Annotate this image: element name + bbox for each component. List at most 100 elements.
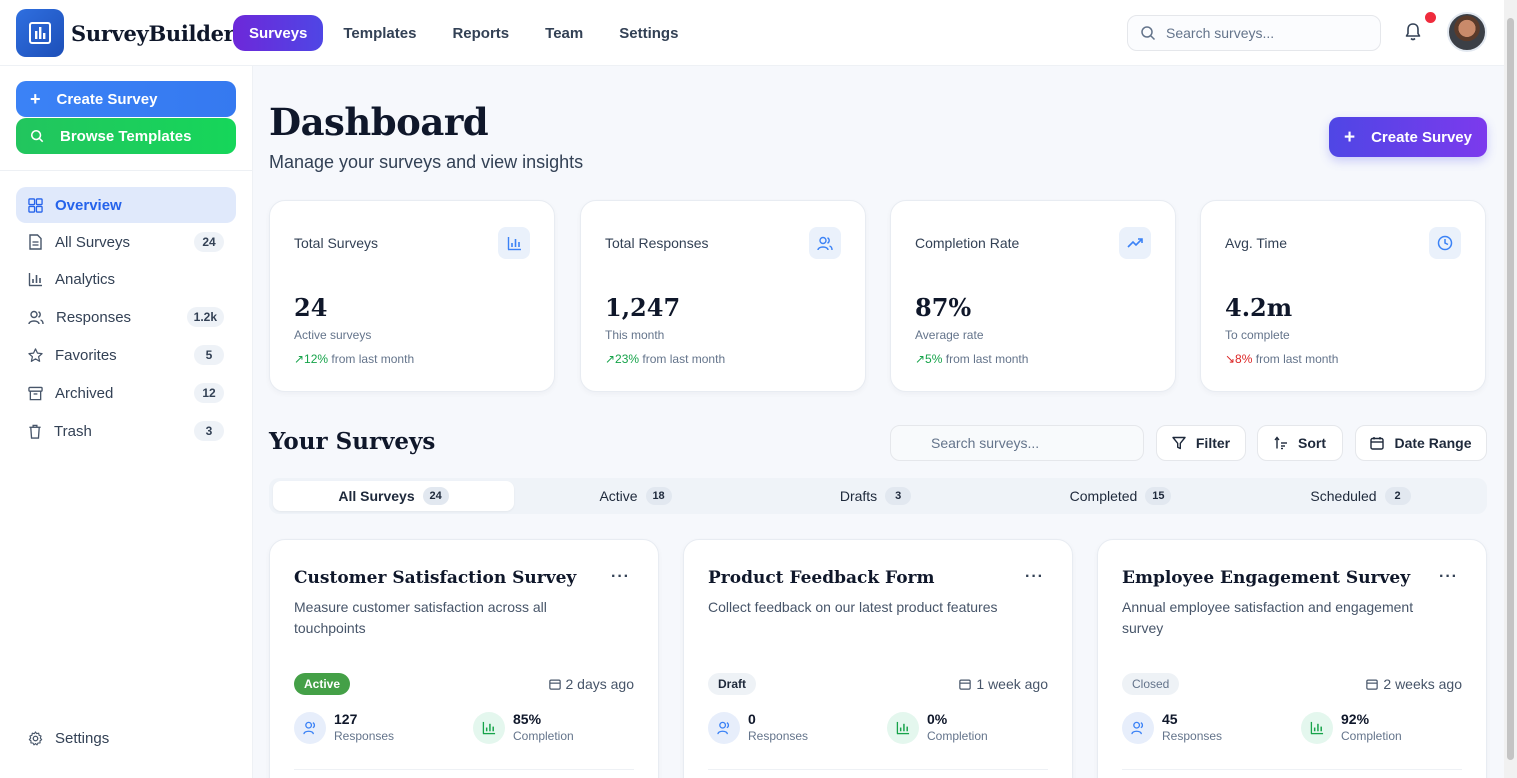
more-options-icon[interactable]: ··· [611, 568, 630, 585]
stat-value: 87% [915, 293, 972, 322]
sidebar-item-all-surveys[interactable]: All Surveys 24 [16, 224, 236, 260]
filter-icon [1172, 436, 1186, 450]
calendar-icon [1366, 679, 1379, 690]
trend-text: from last month [642, 352, 726, 366]
plus-icon: + [1343, 126, 1356, 148]
sidebar: + Create Survey Browse Templates Overvie… [0, 66, 253, 778]
search-icon [30, 129, 44, 143]
bar-chart-icon [1301, 711, 1333, 744]
more-options-icon[interactable]: ··· [1025, 568, 1044, 585]
status-badge: Closed [1122, 673, 1180, 695]
survey-card-description: Measure customer satisfaction across all… [294, 599, 547, 636]
survey-search[interactable] [890, 425, 1144, 461]
main-nav: Surveys Templates Reports Team Settings [233, 15, 698, 51]
date-text: 2 weeks ago [1383, 676, 1462, 692]
sort-button[interactable]: Sort [1257, 425, 1343, 461]
more-options-icon[interactable]: ··· [1439, 568, 1458, 585]
tab-drafts[interactable]: Drafts 3 [757, 481, 994, 511]
top-search-input[interactable] [1166, 25, 1366, 41]
create-survey-button[interactable]: + Create Survey [1329, 117, 1487, 157]
survey-card-title[interactable]: Customer Satisfaction Survey [294, 568, 577, 588]
date-range-button[interactable]: Date Range [1355, 425, 1487, 461]
responses-value: 45 [1162, 711, 1178, 727]
scrollbar-thumb[interactable] [1507, 18, 1514, 760]
stat-card-total-surveys: Total Surveys 24 Active surveys ↗12% fro… [269, 200, 555, 392]
tab-label: Completed [1069, 488, 1138, 504]
survey-tabs: All Surveys 24 Active 18 Drafts 3 Comple… [269, 478, 1487, 514]
tab-count: 3 [885, 487, 912, 505]
sidebar-item-label: Overview [55, 196, 122, 214]
top-bar: SurveyBuilder Surveys Templates Reports … [0, 0, 1504, 66]
tab-active[interactable]: Active 18 [517, 481, 754, 511]
card-divider [708, 769, 1048, 770]
sidebar-item-overview[interactable]: Overview [16, 187, 236, 223]
sidebar-create-survey-button[interactable]: + Create Survey [16, 81, 236, 117]
survey-search-input[interactable] [931, 435, 1131, 451]
sidebar-divider [0, 170, 252, 171]
sidebar-item-count: 1.2k [186, 307, 224, 327]
responses-metric: 45 Responses [1122, 711, 1222, 744]
sidebar-item-favorites[interactable]: Favorites 5 [16, 337, 236, 373]
tab-count: 24 [422, 487, 449, 505]
sort-label: Sort [1298, 435, 1326, 451]
sidebar-item-analytics[interactable]: Analytics [16, 261, 236, 297]
logo-icon[interactable] [16, 9, 64, 57]
sidebar-item-trash[interactable]: Trash 3 [16, 413, 236, 449]
stat-value: 24 [294, 293, 328, 322]
trend-text: from last month [1255, 352, 1339, 366]
bell-icon[interactable] [1404, 22, 1422, 47]
tab-count: 2 [1384, 487, 1411, 505]
survey-card[interactable]: Customer Satisfaction Survey ··· Measure… [269, 539, 659, 778]
avatar[interactable] [1447, 12, 1487, 52]
tab-completed[interactable]: Completed 15 [1002, 481, 1239, 511]
sort-icon [1274, 436, 1287, 450]
sidebar-item-label: Analytics [55, 270, 116, 288]
survey-card-title[interactable]: Employee Engagement Survey [1122, 568, 1411, 588]
tab-label: All Surveys [338, 488, 415, 504]
sidebar-item-responses[interactable]: Responses 1.2k [16, 299, 236, 335]
nav-surveys[interactable]: Surveys [233, 15, 324, 51]
sidebar-settings[interactable]: Settings [16, 720, 109, 756]
sidebar-item-archived[interactable]: Archived 12 [16, 375, 236, 411]
sidebar-item-label: Responses [56, 308, 132, 326]
nav-team[interactable]: Team [545, 24, 584, 42]
users-icon [294, 711, 326, 744]
page-title: Dashboard [269, 100, 489, 144]
tab-scheduled[interactable]: Scheduled 2 [1242, 481, 1479, 511]
completion-metric: 0% Completion [887, 711, 988, 744]
filter-label: Filter [1195, 435, 1231, 451]
stat-card-avg-time: Avg. Time 4.2m To complete ↘8% from last… [1200, 200, 1486, 392]
plus-icon: + [30, 89, 41, 109]
nav-templates[interactable]: Templates [343, 24, 417, 42]
card-divider [1122, 769, 1462, 770]
calendar-icon [959, 679, 972, 690]
top-search[interactable] [1127, 15, 1381, 51]
users-icon [708, 711, 740, 744]
users-icon [809, 227, 841, 259]
nav-settings[interactable]: Settings [619, 24, 679, 42]
stat-sub: This month [605, 328, 665, 342]
stat-value: 4.2m [1225, 293, 1293, 322]
sidebar-item-label: Favorites [55, 346, 117, 364]
survey-card[interactable]: Employee Engagement Survey ··· Annual em… [1097, 539, 1487, 778]
tab-all-surveys[interactable]: All Surveys 24 [273, 481, 514, 511]
date-range-label: Date Range [1394, 435, 1472, 451]
stat-label: Completion Rate [915, 235, 1020, 251]
sidebar-browse-templates-button[interactable]: Browse Templates [16, 118, 236, 154]
completion-value: 0% [927, 711, 948, 727]
survey-card[interactable]: Product Feedback Form ··· Collect feedba… [683, 539, 1073, 778]
grid-icon [28, 197, 43, 213]
survey-card-title[interactable]: Product Feedback Form [708, 568, 935, 588]
trend-text: from last month [945, 352, 1029, 366]
document-icon [29, 234, 42, 250]
nav-reports[interactable]: Reports [452, 24, 510, 42]
sidebar-item-count: 24 [194, 232, 224, 252]
trend-text: from last month [331, 352, 415, 366]
date-text: 1 week ago [976, 676, 1048, 692]
filter-button[interactable]: Filter [1156, 425, 1246, 461]
survey-card-description: Collect feedback on our latest product f… [708, 599, 998, 615]
survey-card-date: 2 days ago [548, 676, 634, 692]
responses-value: 127 [334, 711, 358, 727]
stat-card-completion-rate: Completion Rate 87% Average rate ↗5% fro… [890, 200, 1176, 392]
brand-name[interactable]: SurveyBuilder [71, 21, 235, 46]
